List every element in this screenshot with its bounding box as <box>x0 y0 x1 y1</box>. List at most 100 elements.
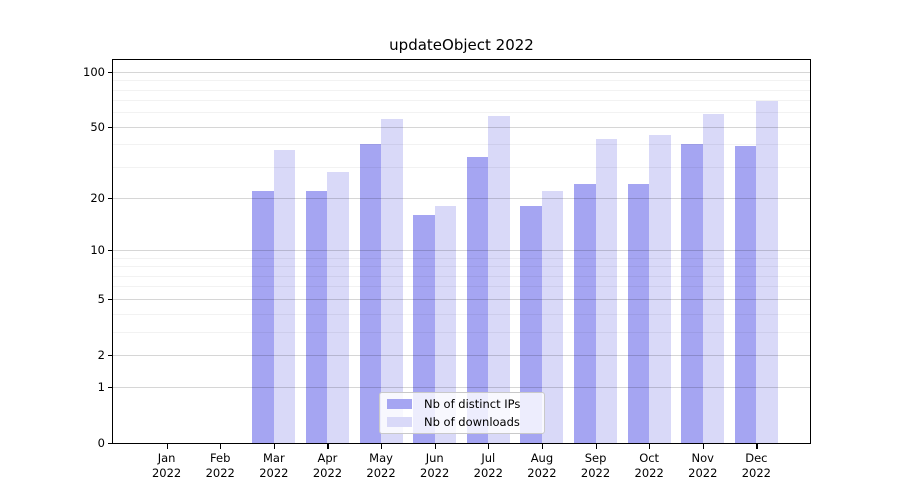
x-tick-label-year: 2022 <box>741 466 772 480</box>
x-tick-label: Dec 2022 <box>724 451 788 481</box>
x-tick-label-month: Apr <box>317 451 338 465</box>
gridline-major <box>113 354 810 356</box>
x-tick-label-year: 2022 <box>312 466 343 480</box>
bar-downloads <box>327 172 349 443</box>
legend-swatch-downloads <box>387 417 412 427</box>
gridline-minor <box>113 112 810 114</box>
gridline-minor <box>113 100 810 102</box>
bar-distinct-ips <box>734 146 757 443</box>
legend-swatch-distinct-ips <box>387 399 412 409</box>
x-tick-label-year: 2022 <box>151 466 182 480</box>
x-tick-label-month: May <box>369 451 393 465</box>
y-tick-mark <box>108 443 113 445</box>
y-tick-label: 2 <box>97 347 105 362</box>
bar-distinct-ips <box>359 144 382 443</box>
x-tick-label-year: 2022 <box>205 466 235 480</box>
x-tick-label-month: Dec <box>745 451 768 465</box>
gridline-major <box>113 126 810 128</box>
bar-distinct-ips <box>413 215 435 443</box>
x-tick-label-month: Aug <box>530 451 554 465</box>
bar-downloads <box>702 113 725 443</box>
y-tick-mark <box>108 126 113 128</box>
gridline-minor <box>113 166 810 168</box>
y-tick-mark <box>108 198 113 200</box>
legend: Nb of distinct IPs Nb of downloads <box>379 392 545 434</box>
legend-row-distinct-ips: Nb of distinct IPs <box>387 397 544 411</box>
x-tick-label-month: Jan <box>157 451 176 465</box>
bar-distinct-ips <box>252 190 274 443</box>
plot-area <box>112 59 811 444</box>
x-tick-label: Sep 2022 <box>564 451 628 481</box>
gridline-major <box>113 298 810 300</box>
gridline-minor <box>113 80 810 82</box>
x-tick-label-month: Mar <box>262 451 285 465</box>
bar-distinct-ips <box>681 144 703 443</box>
x-tick-mark <box>488 444 490 449</box>
x-tick-mark <box>327 444 329 449</box>
bar-distinct-ips <box>306 190 328 443</box>
x-tick-label: Jun 2022 <box>403 451 467 481</box>
x-tick-label: Apr 2022 <box>295 451 359 481</box>
x-tick-label: Jan 2022 <box>135 451 199 481</box>
y-tick-mark <box>108 387 113 389</box>
gridline-major <box>113 198 810 200</box>
x-tick-label-month: Feb <box>210 451 231 465</box>
y-tick-label: 10 <box>90 243 105 258</box>
x-tick-mark <box>273 444 276 449</box>
x-tick-label-month: Jun <box>425 451 444 465</box>
gridline-major <box>113 71 810 73</box>
y-tick-label: 5 <box>97 291 105 306</box>
x-tick-label-year: 2022 <box>366 466 396 480</box>
y-tick-label: 50 <box>90 119 105 134</box>
x-tick-label: Mar 2022 <box>242 451 306 481</box>
gridline-minor <box>113 257 810 259</box>
bar-downloads <box>381 119 403 443</box>
x-tick-label-year: 2022 <box>527 466 557 480</box>
bar-downloads <box>756 101 778 443</box>
gridline-major <box>113 387 810 389</box>
y-tick-label: 20 <box>90 191 105 206</box>
x-tick-mark <box>434 444 436 449</box>
x-tick-label: May 2022 <box>349 451 413 481</box>
y-tick-mark <box>108 354 113 356</box>
y-tick-label: 1 <box>97 380 105 395</box>
gridline-minor <box>113 266 810 268</box>
gridline-minor <box>113 313 810 315</box>
x-tick-label: Feb 2022 <box>188 451 252 481</box>
x-tick-mark <box>595 444 597 449</box>
x-tick-mark <box>166 444 168 449</box>
bar-distinct-ips <box>574 184 596 443</box>
bar-downloads <box>273 150 296 443</box>
x-tick-mark <box>702 444 704 449</box>
legend-label-downloads: Nb of downloads <box>424 415 520 429</box>
y-tick-label: 100 <box>83 64 105 79</box>
bar-downloads <box>541 190 564 443</box>
bar-downloads <box>434 206 457 443</box>
x-tick-label-year: 2022 <box>259 466 289 480</box>
y-tick-mark <box>108 250 113 252</box>
x-tick-label-year: 2022 <box>420 466 450 480</box>
x-tick-label-year: 2022 <box>688 466 718 480</box>
x-tick-label-month: Sep <box>584 451 607 465</box>
x-tick-label-year: 2022 <box>473 466 503 480</box>
bar-downloads <box>488 116 510 443</box>
bar-downloads <box>649 135 671 443</box>
gridline-minor <box>113 275 810 277</box>
x-tick-label: Aug 2022 <box>510 451 574 481</box>
legend-row-downloads: Nb of downloads <box>387 415 544 429</box>
x-tick-label: Oct 2022 <box>617 451 681 481</box>
x-tick-label-year: 2022 <box>580 466 611 480</box>
x-tick-label-month: Jul <box>481 451 496 465</box>
gridline-minor <box>113 89 810 91</box>
legend-label-distinct-ips: Nb of distinct IPs <box>424 397 521 411</box>
x-tick-label: Jul 2022 <box>456 451 520 481</box>
x-tick-mark <box>756 444 758 449</box>
gridline-minor <box>113 286 810 288</box>
gridline-minor <box>113 144 810 146</box>
x-tick-mark <box>649 444 651 449</box>
x-tick-mark <box>541 444 544 449</box>
x-tick-label-month: Nov <box>691 451 714 465</box>
x-tick-label-year: 2022 <box>634 466 664 480</box>
y-tick-mark <box>108 298 113 301</box>
